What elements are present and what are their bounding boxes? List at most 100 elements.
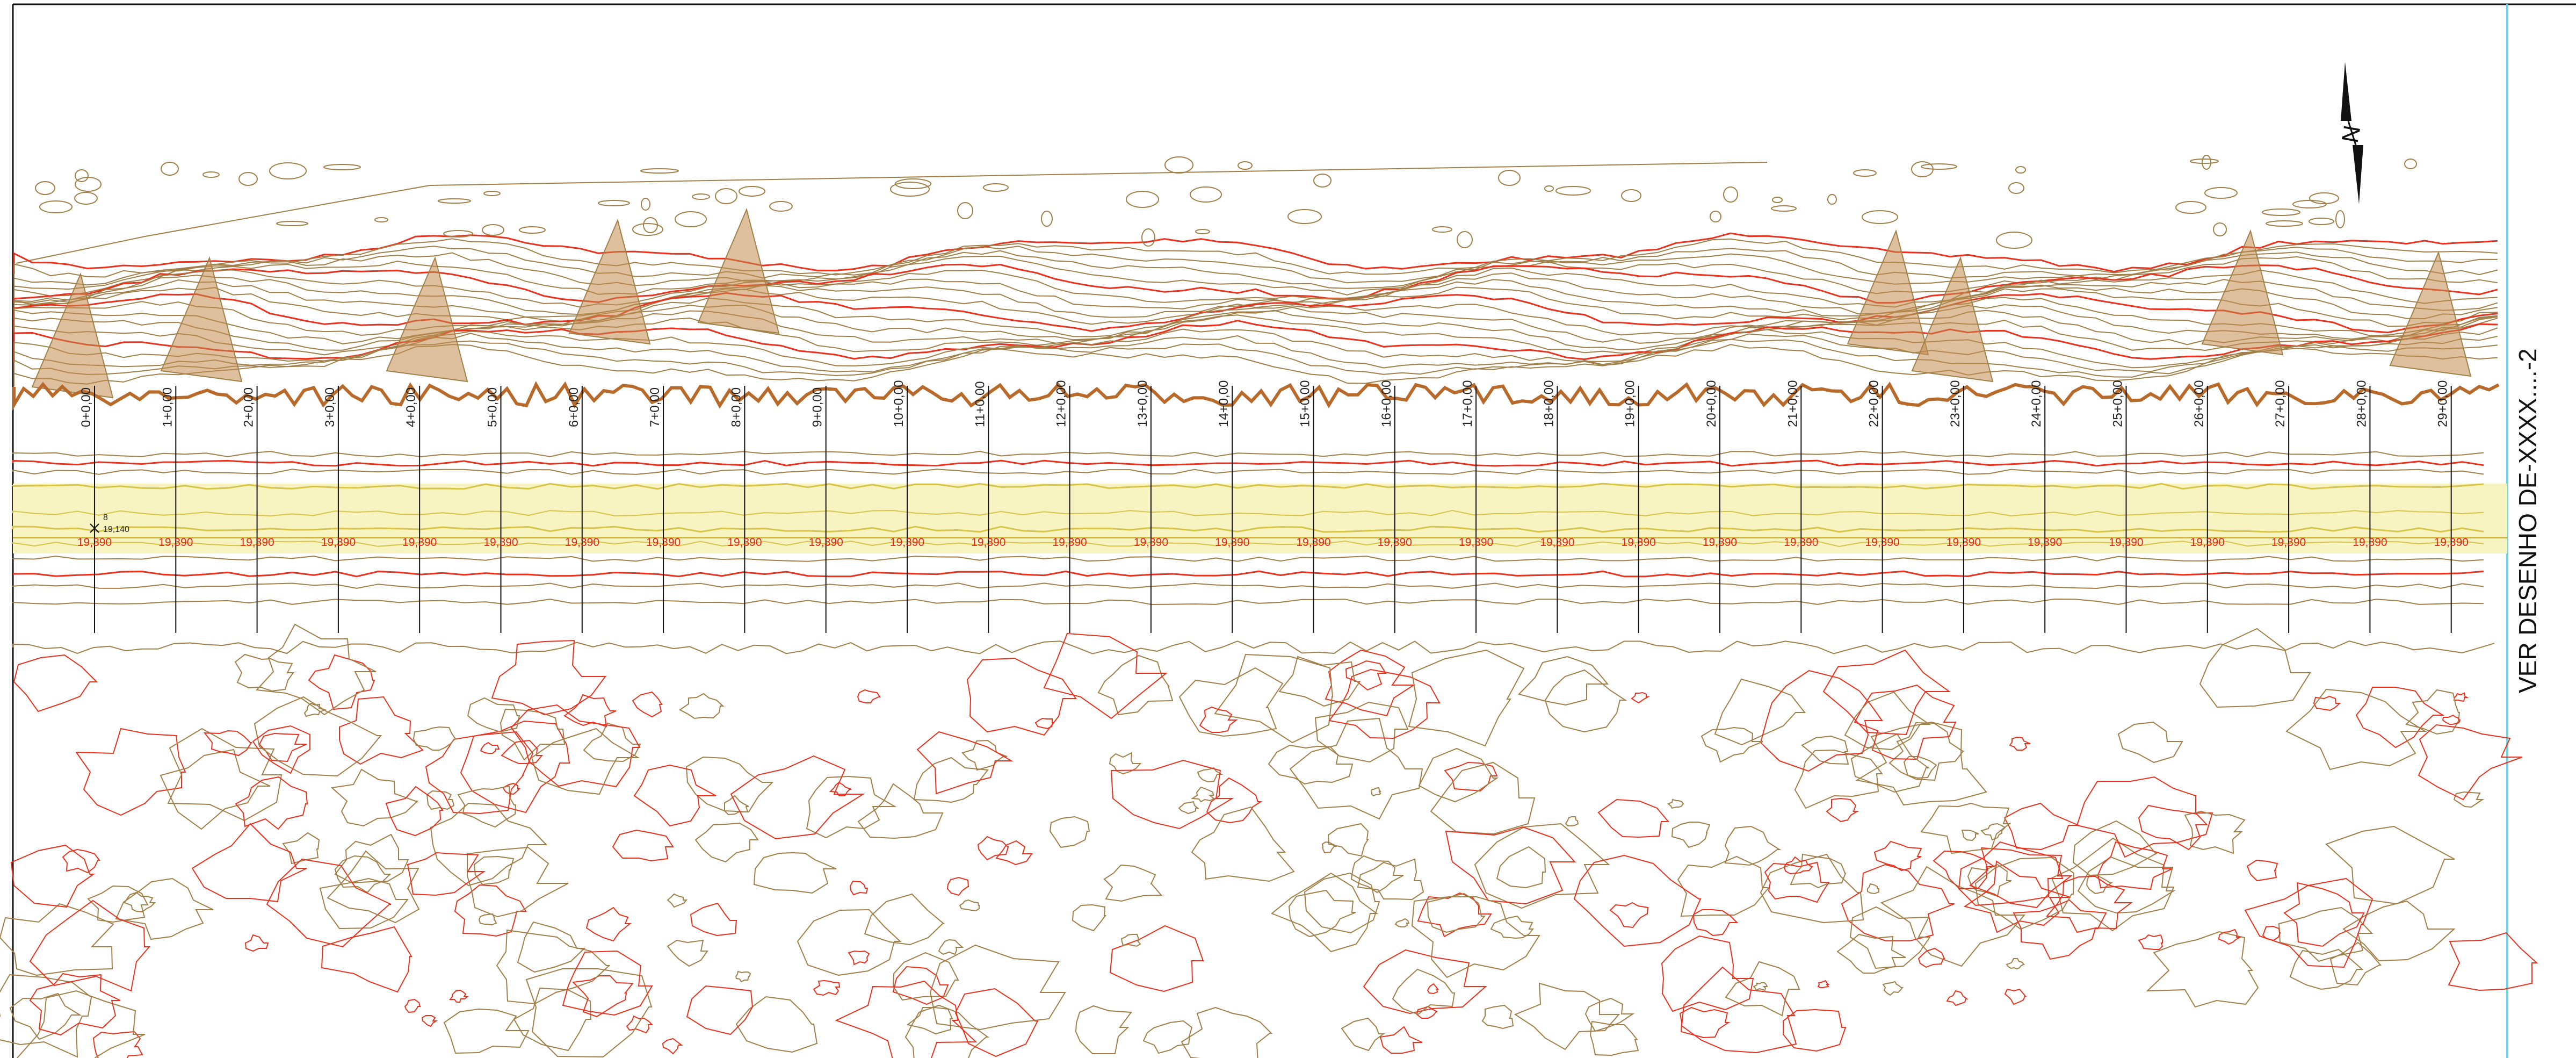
- elevation-label: 19,390: [1134, 536, 1168, 549]
- contour-loop: [585, 906, 632, 942]
- station-label: 16+0,00: [1379, 380, 1394, 427]
- contour-loop: [258, 732, 307, 762]
- contour-loop: [1321, 841, 1337, 854]
- contour-loop: [753, 852, 837, 894]
- contour-loop: [1481, 1004, 1514, 1030]
- contour-loop: [2405, 689, 2461, 735]
- contour-loop: [2213, 222, 2227, 236]
- contour-loop: [443, 1008, 530, 1054]
- contour-loop: [2202, 155, 2211, 170]
- contour-loop: [1191, 806, 1295, 882]
- contour-loop: [1555, 186, 1591, 196]
- upper-boundary-line: [16, 162, 1768, 264]
- contour-loop: [407, 852, 486, 896]
- contour-loop: [1427, 893, 1486, 933]
- contour-loop: [266, 858, 392, 948]
- contour-loop: [2342, 900, 2456, 962]
- contour-loop: [2146, 931, 2259, 1008]
- contour-loop: [2015, 166, 2026, 174]
- contour-loop: [16, 990, 146, 1058]
- contour-loop: [330, 768, 419, 827]
- contour-loop: [1109, 752, 1142, 775]
- contour-loop: [1783, 856, 1814, 875]
- sheet-reference-label: VER DESENHO DE-XXXX....-2: [2514, 348, 2542, 693]
- contour-loop: [473, 855, 515, 886]
- contour-line: [13, 339, 2498, 380]
- contour-loop: [1408, 649, 1525, 747]
- contour-loop: [2285, 688, 2427, 771]
- contour-loop: [404, 998, 421, 1013]
- contour-loop: [1827, 194, 1837, 205]
- contour-loop: [1411, 896, 1540, 978]
- elevation-label: 19,390: [1865, 536, 1899, 549]
- contour-loop: [244, 934, 269, 952]
- contour-loop: [2004, 988, 2027, 1005]
- contour-loop: [1772, 197, 1783, 203]
- contour-loop: [983, 183, 1009, 192]
- contour-loop: [1573, 854, 1702, 947]
- contour-line: [13, 255, 2498, 298]
- contour-loop: [75, 177, 102, 192]
- contour-loop: [202, 171, 220, 178]
- contour-loop: [1417, 892, 1492, 938]
- contour-loop: [1967, 863, 2012, 897]
- contour-loop: [890, 182, 930, 197]
- contour-loop: [2329, 941, 2382, 986]
- contour-loop: [1327, 823, 1369, 857]
- road-edge-line: [12, 450, 2484, 458]
- contour-loop: [1313, 174, 1332, 188]
- contour-loop: [510, 704, 641, 788]
- contour-loop: [1609, 902, 1649, 929]
- contour-loop: [1498, 170, 1521, 186]
- contour-loop: [806, 775, 897, 839]
- contour-loop: [690, 902, 737, 937]
- contour-loop: [1760, 853, 1864, 924]
- contour-loop: [1394, 918, 1410, 927]
- contour-loop: [9, 992, 82, 1040]
- contour-loop: [124, 891, 156, 913]
- contour-loop: [686, 985, 754, 1035]
- contour-loop: [1142, 1020, 1193, 1054]
- contour-loop: [959, 899, 980, 912]
- contour-loop: [1371, 787, 1381, 797]
- contour-loop: [2292, 200, 2327, 208]
- contour-loop: [426, 790, 455, 810]
- elevation-label: 19,390: [483, 536, 518, 549]
- contour-loop: [29, 899, 151, 992]
- station-label: 26+0,00: [2192, 380, 2206, 427]
- contour-loop: [2008, 182, 2024, 194]
- contour-loop: [1589, 1020, 1639, 1056]
- contour-loop: [895, 178, 931, 189]
- contour-loop: [457, 785, 517, 828]
- elevation-label: 19,390: [1703, 536, 1737, 549]
- contour-loop: [2418, 724, 2523, 801]
- contour-loop: [1289, 717, 1423, 820]
- contour-loop: [1075, 1005, 1132, 1054]
- contour-loop: [334, 833, 409, 884]
- road-edge-line: [12, 509, 2484, 517]
- contour-loop: [2325, 825, 2455, 905]
- contour-loop: [2218, 929, 2242, 945]
- contour-loop: [1110, 759, 1234, 830]
- contour-loop: [694, 822, 759, 863]
- contour-loop: [735, 970, 751, 983]
- station-label: 9+0,00: [811, 387, 825, 427]
- contour-loop: [2335, 210, 2345, 228]
- contour-loop: [2442, 714, 2461, 725]
- contour-line: [13, 246, 2498, 286]
- contour-loop: [483, 191, 501, 196]
- contour-loop: [829, 781, 852, 796]
- contour-loop: [1238, 161, 1253, 170]
- contour-loop: [2448, 932, 2538, 991]
- elevation-label: 19,390: [1215, 536, 1249, 549]
- contour-loop: [1817, 980, 1830, 988]
- contour-line: [13, 263, 2498, 304]
- elevation-label: 19,390: [809, 536, 843, 549]
- contour-loop: [421, 1015, 438, 1027]
- contour-loop: [235, 776, 308, 830]
- elevation-label: 19,390: [240, 536, 274, 549]
- contour-loop: [92, 1031, 143, 1058]
- contour-loop: [1753, 982, 1768, 991]
- contour-loop: [308, 654, 375, 710]
